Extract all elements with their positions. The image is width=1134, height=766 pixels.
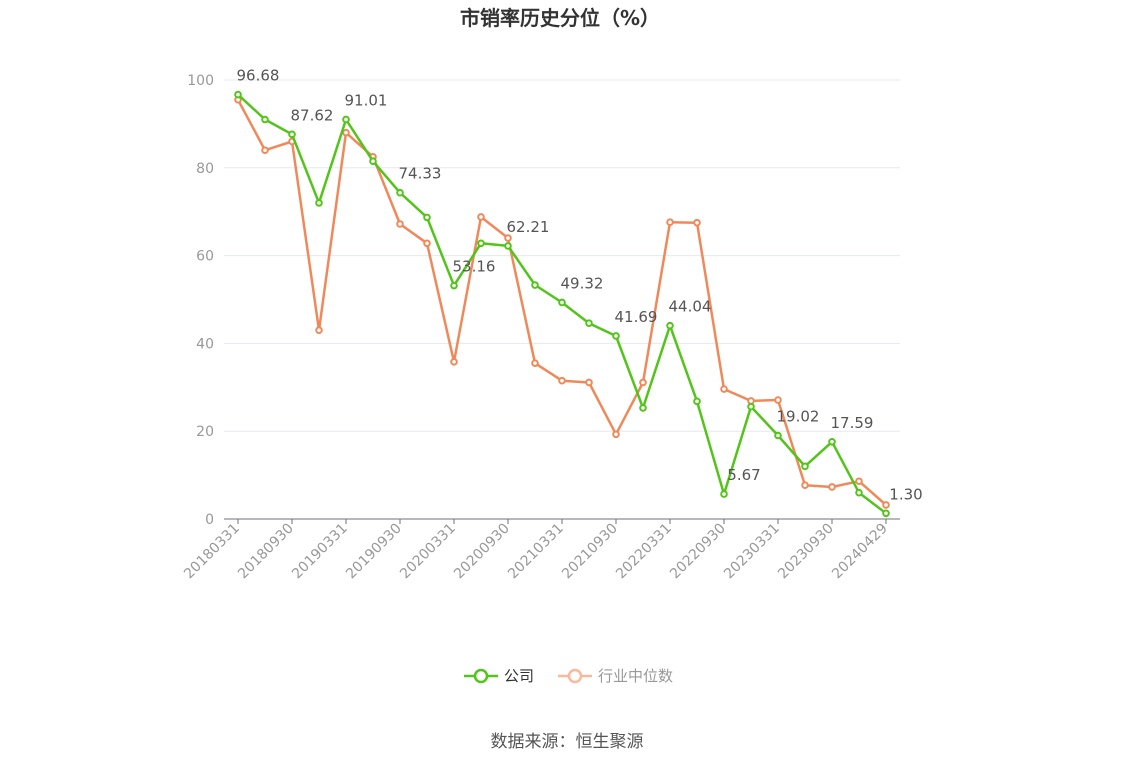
data-point: [693, 218, 701, 227]
y-tick-label: 100: [187, 73, 214, 89]
data-label: 19.02: [777, 408, 820, 426]
data-point: [639, 378, 647, 387]
data-point: [774, 431, 782, 440]
data-point: [396, 220, 404, 228]
data-point: [369, 157, 377, 166]
data-point: [315, 199, 323, 207]
data-label: 74.33: [399, 165, 442, 183]
data-label: 1.30: [889, 485, 922, 503]
x-tick-label: 20190930: [343, 521, 405, 583]
data-point: [342, 115, 350, 124]
x-tick-label: 20220331: [613, 521, 675, 583]
legend-marker: [473, 668, 489, 684]
legend-label: 公司: [504, 667, 534, 685]
y-tick-label: 80: [196, 161, 214, 177]
data-label: 53.16: [453, 258, 496, 276]
data-point: [801, 481, 809, 489]
data-point: [666, 218, 674, 227]
x-tick-label: 20190331: [289, 521, 351, 583]
data-label: 49.32: [561, 274, 604, 292]
data-point: [828, 437, 836, 446]
legend[interactable]: 公司 行业中位数: [464, 667, 673, 685]
data-label: 41.69: [615, 308, 658, 326]
data-point: [450, 281, 458, 290]
data-point: [477, 239, 485, 248]
series-公司: [234, 90, 890, 518]
data-label: 91.01: [345, 91, 388, 109]
data-point: [720, 385, 728, 393]
data-point: [639, 404, 647, 412]
data-point: [504, 242, 512, 250]
legend-marker: [567, 668, 583, 684]
data-point: [423, 239, 431, 248]
y-tick-label: 20: [196, 424, 214, 440]
data-point: [720, 490, 728, 498]
axes: 0 20 40 60 80 100 2018033120180930201903312019…: [181, 73, 900, 582]
data-point: [585, 319, 593, 328]
data-point: [342, 128, 350, 137]
data-point: [261, 115, 269, 124]
data-point: [450, 358, 458, 366]
data-point: [423, 213, 431, 222]
x-tick-label: 20200331: [397, 521, 459, 583]
data-labels: 96.68 87.62 91.01 74.33 53.16 62.21 49.32 41.69…: [237, 67, 923, 504]
data-label: 87.62: [291, 106, 334, 124]
data-label: 96.68: [237, 67, 280, 85]
y-tick-label: 60: [196, 249, 214, 265]
data-point: [612, 430, 620, 439]
data-point: [396, 188, 404, 197]
x-tick-label: 20230331: [721, 521, 783, 583]
legend-item[interactable]: 行业中位数: [558, 667, 673, 685]
data-label: 44.04: [669, 298, 712, 316]
x-tick-label: 20200930: [451, 521, 513, 583]
x-tick-label: 20180930: [235, 521, 297, 583]
data-point: [882, 509, 890, 518]
x-tick-label: 20230930: [775, 521, 837, 583]
data-point: [558, 376, 566, 385]
data-point: [666, 321, 674, 330]
legend-item[interactable]: 公司: [464, 667, 534, 685]
data-label: 17.59: [831, 414, 874, 432]
x-tick-label: 20180331: [181, 521, 243, 583]
data-point: [828, 483, 836, 491]
data-point: [774, 396, 782, 404]
x-tick-label: 20220930: [667, 521, 729, 583]
data-point: [558, 298, 566, 307]
y-tick-label: 40: [196, 336, 214, 352]
data-label: 62.21: [507, 218, 550, 236]
data-point: [855, 477, 863, 486]
data-point: [585, 378, 593, 387]
legend-label: 行业中位数: [598, 667, 673, 685]
data-point: [531, 281, 539, 289]
data-label: 5.67: [727, 466, 760, 484]
data-point: [531, 359, 539, 367]
x-tick-label: 20210930: [559, 521, 621, 583]
chart-title: 市销率历史分位（%）: [460, 6, 660, 30]
data-point: [315, 326, 323, 335]
x-tick-label: 20210331: [505, 521, 567, 583]
x-tick-label: 20240429: [829, 521, 891, 583]
data-point: [693, 397, 701, 406]
data-point: [504, 234, 512, 242]
data-point: [261, 146, 269, 155]
data-point: [882, 501, 890, 509]
data-point: [747, 402, 755, 411]
data-point: [477, 213, 485, 221]
series-layer: [234, 90, 890, 518]
y-tick-label: 0: [205, 512, 214, 528]
source-note: 数据来源：恒生聚源: [491, 732, 644, 752]
data-point: [234, 90, 242, 99]
data-point: [801, 462, 809, 471]
data-point: [288, 130, 296, 139]
data-point: [855, 488, 863, 497]
data-point: [612, 332, 620, 340]
